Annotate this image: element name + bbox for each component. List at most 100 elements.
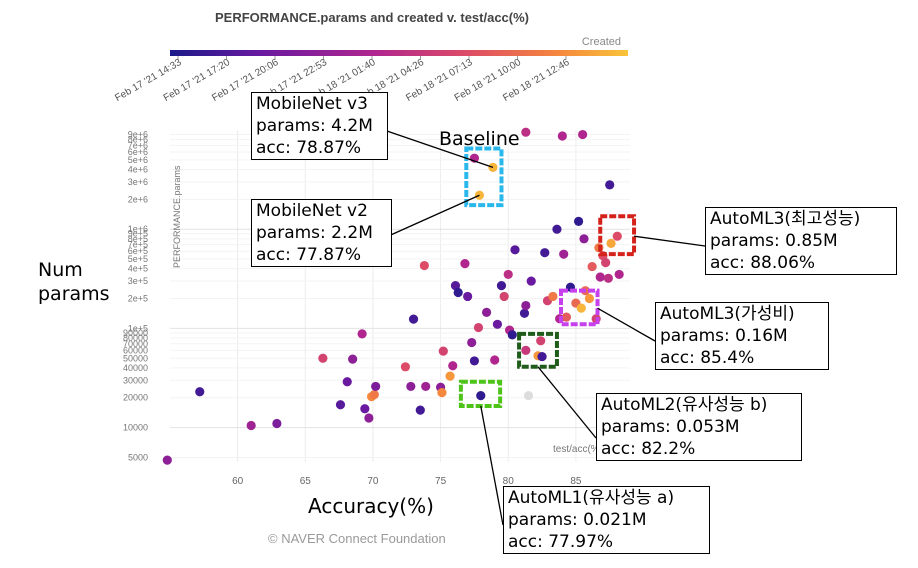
data-point bbox=[557, 131, 567, 141]
data-point bbox=[573, 216, 584, 226]
y-axis-label-line1: Num bbox=[38, 259, 83, 281]
annotation-line: params: 2.2M bbox=[256, 223, 373, 243]
data-point bbox=[360, 404, 370, 414]
y-tick-label: 70000 bbox=[123, 339, 148, 349]
annotation-line: acc: 77.97% bbox=[508, 532, 614, 552]
y-tick-label: 6e+5 bbox=[128, 246, 148, 256]
data-point bbox=[578, 129, 588, 140]
y-tick-label: 3e+5 bbox=[128, 276, 148, 286]
annotation-line: acc: 82.2% bbox=[601, 439, 696, 459]
data-point bbox=[579, 234, 589, 244]
chart-grid bbox=[170, 130, 630, 462]
y-tick-label: 9e+5 bbox=[128, 229, 148, 239]
baseline-label: Baseline bbox=[439, 128, 520, 150]
data-point bbox=[503, 269, 513, 280]
annotation-line: AutoML1(유사성능 a) bbox=[508, 488, 675, 508]
chart-title: PERFORMANCE.params and created v. test/a… bbox=[215, 10, 529, 25]
annotation-automl1-a: AutoML1(유사성능 a) params: 0.021M acc: 77.9… bbox=[503, 486, 710, 554]
y-tick-label: 6e+6 bbox=[128, 147, 148, 157]
highlight-box-baseline bbox=[464, 146, 504, 208]
annotation-line: params: 0.053M bbox=[601, 417, 740, 437]
y-tick-label: 80000 bbox=[123, 333, 148, 343]
y-tick-label: 4e+6 bbox=[128, 164, 148, 174]
data-point bbox=[614, 269, 624, 280]
colorbar bbox=[170, 50, 628, 56]
y-tick-label: 3e+6 bbox=[128, 177, 148, 187]
data-point bbox=[342, 377, 352, 387]
y-tick-label: 1e+6 bbox=[128, 224, 148, 234]
data-point bbox=[453, 287, 463, 298]
data-point bbox=[605, 180, 615, 190]
data-point bbox=[584, 293, 595, 304]
y-axis-label-line2: params bbox=[38, 283, 110, 305]
y-tick-label: 20000 bbox=[123, 393, 148, 403]
data-point bbox=[406, 381, 416, 392]
data-point bbox=[481, 307, 492, 317]
annotation-mobilenet-v3: MobileNet v3 params: 4.2M acc: 78.87% bbox=[251, 92, 388, 160]
x-axis-label: Accuracy(%) bbox=[308, 494, 434, 518]
y-tick-label: 10000 bbox=[123, 423, 148, 433]
annotation-automl3-best: AutoML3(최고성능) params: 0.85M acc: 88.06% bbox=[705, 207, 897, 275]
data-point bbox=[272, 418, 282, 429]
data-point bbox=[473, 322, 484, 333]
y-tick-label: 1e+5 bbox=[128, 323, 148, 333]
annotation-line: acc: 78.87% bbox=[256, 138, 362, 158]
data-point bbox=[595, 272, 605, 282]
x-tick-label: 85 bbox=[570, 476, 582, 487]
annotation-automl3-value: AutoML3(가성비) params: 0.16M acc: 85.4% bbox=[655, 302, 829, 370]
chart-axes: 60 65 70 75 80 85 5000 10000 20000 30000 400005000… bbox=[123, 130, 603, 487]
leader-line bbox=[383, 194, 480, 239]
annotation-line: params: 0.16M bbox=[660, 326, 788, 346]
data-point bbox=[540, 248, 550, 258]
y-tick-label: 4e+5 bbox=[128, 264, 148, 274]
data-point bbox=[369, 390, 379, 400]
y-axis-label: Num params bbox=[38, 258, 110, 306]
y-tick-label: 2e+5 bbox=[128, 294, 148, 304]
data-point bbox=[587, 261, 597, 272]
data-point bbox=[496, 281, 507, 291]
data-point bbox=[162, 455, 172, 465]
data-point bbox=[448, 361, 458, 371]
annotation-line: acc: 88.06% bbox=[710, 253, 816, 273]
annotation-line: acc: 77.87% bbox=[256, 245, 362, 265]
data-point bbox=[521, 345, 531, 356]
x-tick-label: 80 bbox=[503, 476, 515, 487]
data-point bbox=[364, 413, 374, 423]
annotation-line: AutoML3(최고성능) bbox=[710, 209, 861, 229]
data-point bbox=[400, 362, 411, 372]
x-tick-label: 60 bbox=[232, 476, 244, 487]
y-tick-label: 9e+6 bbox=[128, 130, 148, 140]
data-point bbox=[576, 303, 586, 313]
data-point bbox=[537, 351, 547, 362]
data-point bbox=[521, 300, 531, 311]
data-point bbox=[612, 231, 622, 241]
y-tick-label: 90000 bbox=[123, 328, 148, 338]
data-point bbox=[523, 391, 534, 401]
annotation-line: params: 0.021M bbox=[508, 510, 647, 530]
data-point bbox=[492, 319, 503, 329]
data-point bbox=[507, 330, 517, 340]
data-point bbox=[415, 405, 425, 415]
x-tick-label: 70 bbox=[367, 476, 379, 487]
data-point bbox=[438, 346, 448, 356]
data-point bbox=[490, 355, 500, 365]
data-point bbox=[348, 354, 358, 364]
y-axis-title: PERFORMANCE.params bbox=[172, 165, 182, 268]
x-tick-label: 65 bbox=[300, 476, 312, 487]
highlight-boxes bbox=[458, 146, 637, 409]
highlight-box-automl3-value bbox=[559, 288, 600, 327]
data-point bbox=[561, 312, 572, 322]
annotation-line: AutoML2(유사성능 b) bbox=[601, 395, 768, 415]
data-points bbox=[162, 127, 624, 465]
annotation-line: MobileNet v3 bbox=[256, 94, 368, 114]
data-point bbox=[552, 224, 562, 234]
y-tick-label: 7e+5 bbox=[128, 240, 148, 250]
data-point bbox=[548, 291, 558, 302]
data-point bbox=[419, 260, 429, 271]
data-point bbox=[601, 258, 611, 268]
data-point bbox=[460, 259, 470, 269]
data-point bbox=[521, 127, 531, 137]
data-point bbox=[510, 245, 520, 255]
y-tick-label: 8e+5 bbox=[128, 234, 148, 244]
